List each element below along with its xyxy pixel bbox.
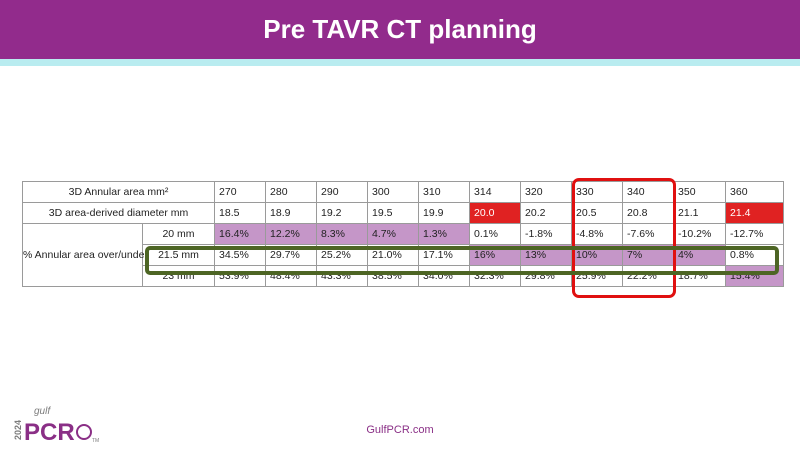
logo-brand-main: PCR bbox=[24, 419, 75, 446]
table-cell: 320 bbox=[520, 181, 573, 203]
table-cell: 280 bbox=[265, 181, 318, 203]
gulf-pcr-logo: 2024 gulf PCR TM bbox=[13, 406, 99, 446]
logo-year: 2024 bbox=[13, 420, 23, 440]
table-cell: 20.2 bbox=[520, 202, 573, 224]
table-cell: 18.7% bbox=[673, 265, 727, 287]
red-highlight-box bbox=[572, 178, 676, 298]
table-cell: 19.2 bbox=[316, 202, 369, 224]
table-cell: 300 bbox=[367, 181, 420, 203]
table-cell: 4.7% bbox=[367, 223, 420, 245]
table-row: 23 mm 53.9% 48.4% 43.3% 38.5% 34.0% 32.3% 29.8%… bbox=[23, 265, 785, 287]
table-row: 3D area-derived diameter mm 18.5 18.9 19.2 1… bbox=[21, 202, 785, 224]
title-bar: Pre TAVR CT planning bbox=[0, 0, 800, 59]
table-cell: 21.4 bbox=[725, 202, 785, 224]
table-cell: -12.7% bbox=[725, 223, 785, 245]
table-cell: 21.1 bbox=[673, 202, 727, 224]
valve-size-label: 20 mm bbox=[141, 223, 216, 245]
table-cell: -1.8% bbox=[520, 223, 573, 245]
footer-url: GulfPCR.com bbox=[366, 424, 434, 436]
table-cell: 12.2% bbox=[265, 223, 318, 245]
table-row: 3D Annular area mm² 270 280 290 300 310 314 320… bbox=[21, 181, 785, 203]
table-cell: 19.9 bbox=[418, 202, 471, 224]
accent-bar bbox=[0, 59, 800, 66]
table-cell: 0.1% bbox=[469, 223, 522, 245]
logo-mark: TM bbox=[92, 438, 99, 444]
table-cell: -7.6% bbox=[622, 223, 675, 245]
table-cell: 290 bbox=[316, 181, 369, 203]
table-cell: 19.5 bbox=[367, 202, 420, 224]
logo-ring-icon bbox=[76, 424, 92, 440]
green-highlight-box bbox=[145, 246, 779, 275]
table-cell: 8.3% bbox=[316, 223, 369, 245]
table-row: % Annular area over/under 20 mm 16.4% 12.2%… bbox=[22, 223, 785, 287]
table-cell: 314 bbox=[469, 181, 522, 203]
table-cell: 310 bbox=[418, 181, 471, 203]
table-cell: -10.2% bbox=[673, 223, 727, 245]
table-cell: 20.0 bbox=[469, 202, 522, 224]
slide-title: Pre TAVR CT planning bbox=[263, 14, 537, 44]
table-cell: 53.9% bbox=[214, 265, 267, 287]
table-cell: 18.9 bbox=[265, 202, 318, 224]
row-label: 3D Annular area mm² bbox=[21, 181, 216, 203]
logo-brand-top: gulf bbox=[34, 406, 51, 417]
table-cell: 350 bbox=[673, 181, 727, 203]
table-cell: 270 bbox=[214, 181, 267, 203]
table-cell: 1.3% bbox=[418, 223, 471, 245]
sizing-table: 3D Annular area mm² 270 280 290 300 310 314 320… bbox=[21, 181, 785, 287]
group-label: % Annular area over/under bbox=[22, 223, 148, 287]
table-cell: 16.4% bbox=[214, 223, 267, 245]
table-cell: 18.5 bbox=[214, 202, 267, 224]
row-label: 3D area-derived diameter mm bbox=[21, 202, 216, 224]
table-cell: 360 bbox=[725, 181, 785, 203]
